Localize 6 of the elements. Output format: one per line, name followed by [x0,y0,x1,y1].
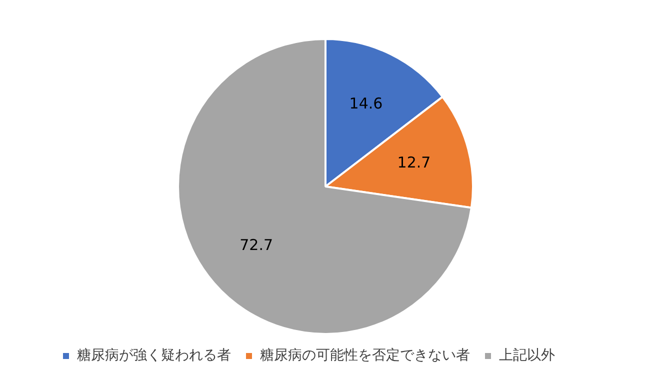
data-label: 14.6 [349,94,383,112]
data-label: 12.7 [397,153,431,172]
legend-label: 糖尿病が強く疑われる者 [77,348,231,364]
legend-label: 上記以外 [499,348,555,364]
data-label: 72.7 [240,236,274,254]
legend-label: 糖尿病の可能性を否定できない者 [260,348,470,364]
